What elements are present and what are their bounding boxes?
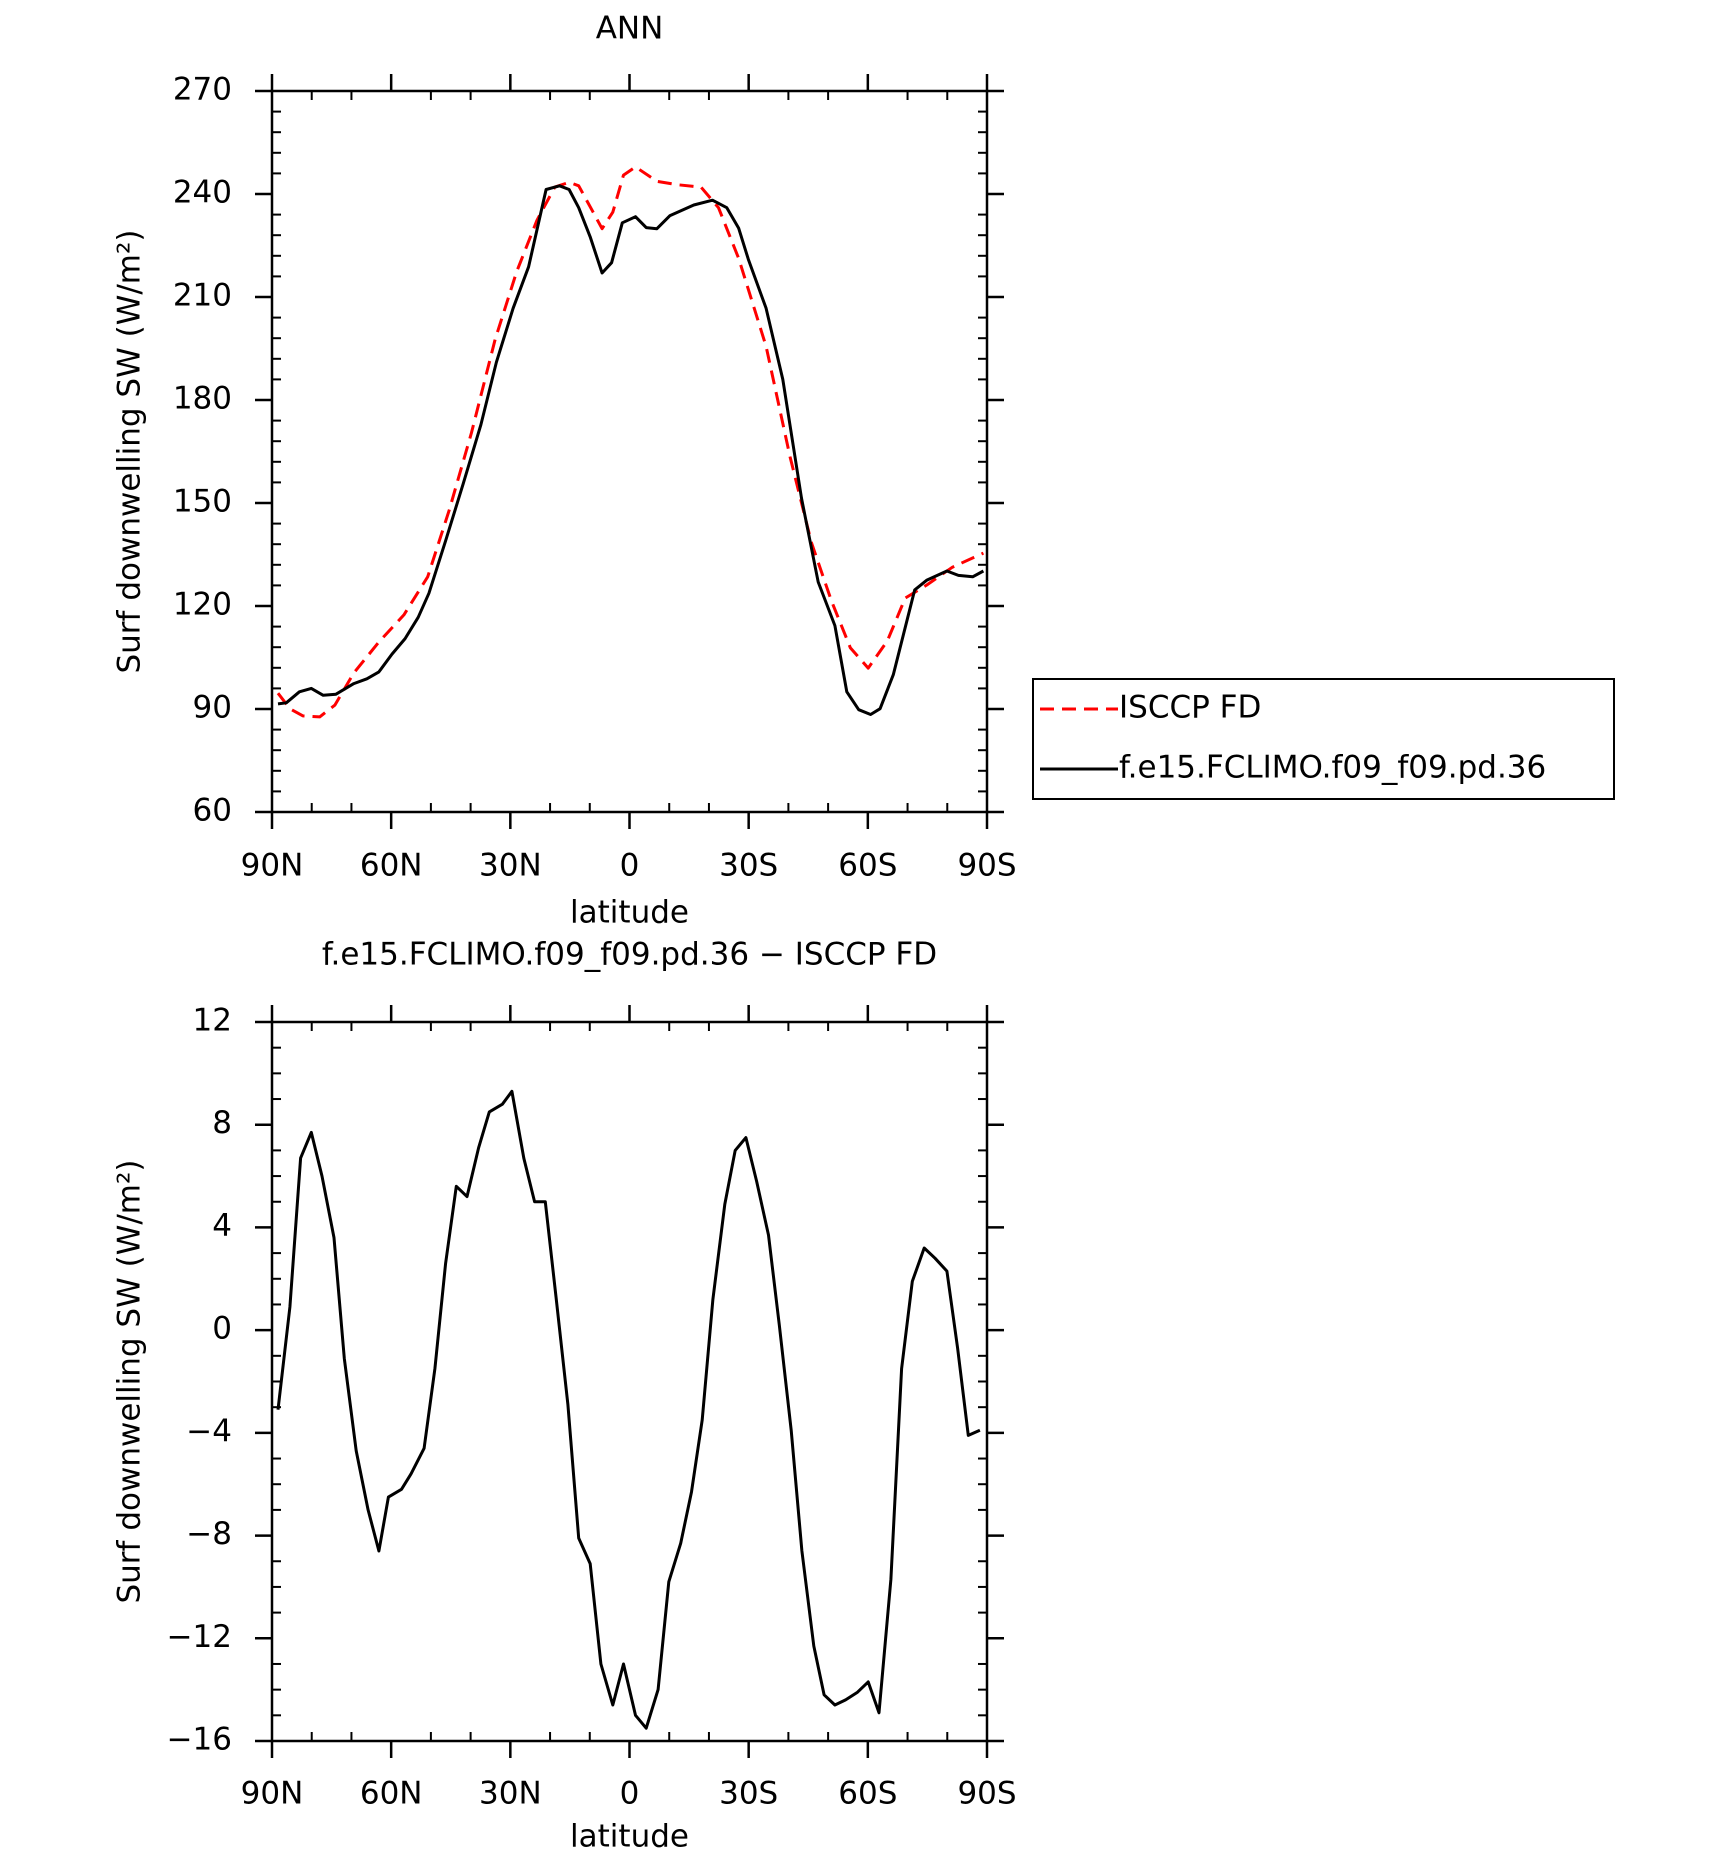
y-tick-label: 4 (212, 1208, 232, 1244)
y-axis-label: Surf downwelling SW (W/m²) (112, 229, 148, 673)
x-tick-label: 30S (719, 1776, 778, 1812)
y-tick-label: 270 (173, 72, 232, 108)
legend-label: f.e15.FCLIMO.f09_f09.pd.36 (1119, 750, 1546, 786)
data-line (277, 184, 985, 716)
x-axis-label: latitude (570, 1819, 689, 1851)
y-tick-label: −8 (186, 1516, 232, 1552)
y-axis-label: Surf downwelling SW (W/m²) (112, 1159, 148, 1603)
x-tick-label: 60S (838, 848, 897, 884)
x-tick-label: 60N (360, 848, 423, 884)
y-tick-label: −4 (186, 1413, 232, 1449)
y-tick-label: −12 (167, 1619, 232, 1655)
y-tick-label: 0 (212, 1311, 232, 1347)
x-tick-label: 30N (479, 1776, 542, 1812)
x-tick-label: 60N (360, 1776, 423, 1812)
data-line (276, 1089, 981, 1730)
x-tick-label: 90N (241, 1776, 304, 1812)
x-axis-label: latitude (570, 895, 689, 931)
plot-frame (270, 89, 989, 814)
chart-title: f.e15.FCLIMO.f09_f09.pd.36 − ISCCP FD (322, 937, 937, 973)
data-line (276, 165, 985, 719)
plot-frame (270, 1020, 989, 1743)
chart-title: ANN (596, 11, 664, 47)
y-tick-label: 210 (173, 278, 232, 314)
y-tick-label: −16 (167, 1722, 232, 1758)
x-tick-label: 0 (620, 848, 640, 884)
x-tick-label: 60S (838, 1776, 897, 1812)
x-tick-label: 90S (957, 1776, 1016, 1812)
y-tick-label: 180 (173, 381, 232, 417)
y-tick-label: 120 (173, 587, 232, 623)
x-tick-label: 30S (719, 848, 778, 884)
x-tick-label: 0 (620, 1776, 640, 1812)
x-tick-label: 90N (241, 848, 304, 884)
x-tick-label: 90S (957, 848, 1016, 884)
legend-label: ISCCP FD (1119, 690, 1261, 726)
y-tick-label: 150 (173, 484, 232, 520)
x-tick-label: 30N (479, 848, 542, 884)
y-tick-label: 90 (193, 690, 232, 726)
legend-box (1032, 678, 1615, 800)
y-tick-label: 12 (193, 1003, 232, 1039)
y-tick-label: 60 (193, 793, 232, 829)
y-tick-label: 8 (212, 1105, 232, 1141)
y-tick-label: 240 (173, 175, 232, 211)
